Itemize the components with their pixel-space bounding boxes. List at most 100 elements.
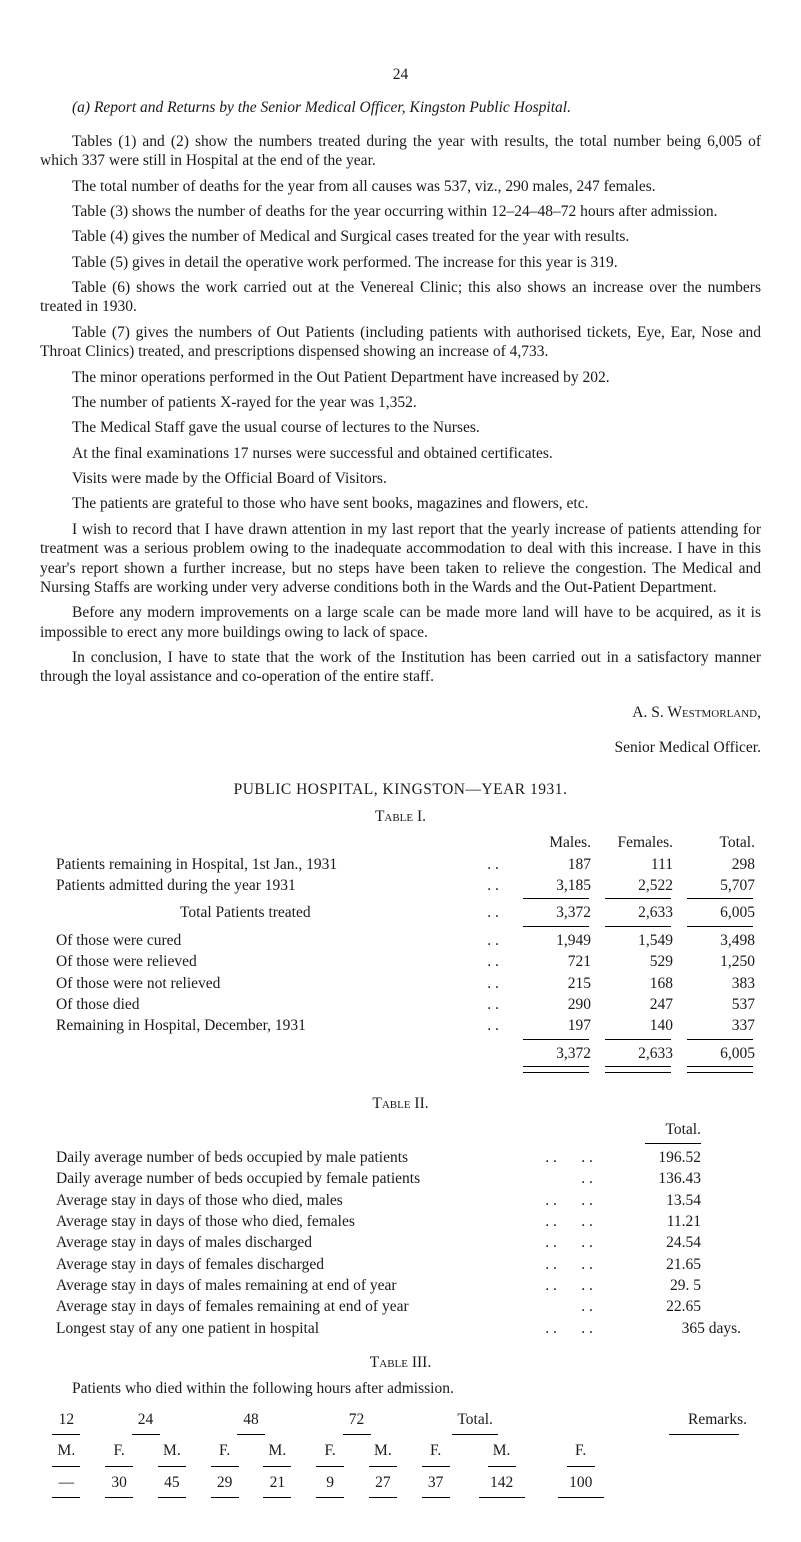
col-header: Total. (605, 1119, 761, 1140)
table-1: Males. Females. Total. Patients remainin… (40, 832, 761, 1076)
table-3: 12 24 48 72 Total. Remarks. M. F. M. F. … (40, 1408, 761, 1502)
row-label: Average stay in days of females discharg… (40, 1254, 533, 1275)
cell: 22.65 (605, 1296, 761, 1317)
cell: 24.54 (605, 1232, 761, 1253)
col-header: Males. (515, 832, 597, 853)
group-header: 72 (304, 1408, 410, 1431)
signature-name: A. S. Westmorland, (632, 704, 761, 721)
cell: 2,633 (597, 902, 679, 923)
row-label: Average stay in days of males remaining … (40, 1275, 533, 1296)
body-paragraph: Visits were made by the Official Board o… (40, 469, 761, 488)
table-row: Of those died. . 290 247 537 (40, 994, 761, 1015)
cell: 1,549 (597, 930, 679, 951)
group-header: 24 (93, 1408, 199, 1431)
cell: 337 (679, 1015, 761, 1036)
subtotal-row: Total Patients treated. . 3,372 2,633 6,… (40, 902, 761, 923)
subheader: M. (462, 1439, 541, 1462)
body-paragraph: Before any modern improvements on a larg… (40, 603, 761, 642)
table-row: Remaining in Hospital, December, 1931. .… (40, 1015, 761, 1036)
table-1-header-row: Males. Females. Total. (40, 832, 761, 853)
body-paragraph: Table (3) shows the number of deaths for… (40, 202, 761, 221)
cell: 29 (198, 1471, 251, 1494)
body-paragraph: The patients are grateful to those who h… (40, 494, 761, 513)
cell: 29. 5 (605, 1275, 761, 1296)
signature-title-block: Senior Medical Officer. (40, 738, 761, 757)
row-label: Of those were not relieved (40, 973, 471, 994)
row-label: Daily average number of beds occupied by… (40, 1168, 533, 1189)
body-paragraph: The minor operations performed in the Ou… (40, 368, 761, 387)
cell: 3,498 (679, 930, 761, 951)
table-row: Average stay in days of females discharg… (40, 1254, 761, 1275)
cell: 100 (541, 1471, 620, 1494)
subheader: F. (409, 1439, 462, 1462)
table-row: Daily average number of beds occupied by… (40, 1168, 761, 1189)
cell: 383 (679, 973, 761, 994)
row-label: Remaining in Hospital, December, 1931 (40, 1015, 471, 1036)
main-heading: PUBLIC HOSPITAL, KINGSTON—YEAR 1931. (40, 780, 761, 799)
body-paragraph: Table (6) shows the work carried out at … (40, 278, 761, 317)
body-paragraph: In conclusion, I have to state that the … (40, 648, 761, 687)
cell: 168 (597, 973, 679, 994)
body-paragraph: The Medical Staff gave the usual course … (40, 418, 761, 437)
cell: 37 (409, 1471, 462, 1494)
data-row: — 30 45 29 21 9 27 37 142 100 (40, 1471, 761, 1494)
cell: 365 days. (605, 1318, 761, 1339)
group-header: 48 (198, 1408, 304, 1431)
table-row: Longest stay of any one patient in hospi… (40, 1318, 761, 1339)
subheader: F. (93, 1439, 146, 1462)
table-3-caption: Table III. (40, 1353, 761, 1372)
cell: 45 (146, 1471, 199, 1494)
table-row: Patients remaining in Hospital, 1st Jan.… (40, 854, 761, 875)
row-label: Patients admitted during the year 1931 (40, 875, 471, 896)
body-paragraph: Tables (1) and (2) show the numbers trea… (40, 132, 761, 171)
row-label: Of those were cured (40, 930, 471, 951)
cell: — (40, 1471, 93, 1494)
body-paragraph: Table (7) gives the numbers of Out Patie… (40, 323, 761, 362)
group-header (541, 1408, 620, 1431)
table-row: Of those were relieved. . 721 529 1,250 (40, 951, 761, 972)
subheader: M. (251, 1439, 304, 1462)
subheader: F. (541, 1439, 620, 1462)
table-2-caption: Table II. (40, 1094, 761, 1113)
group-header: Total. (409, 1408, 541, 1431)
row-label: Average stay in days of those who died, … (40, 1211, 533, 1232)
cell: 290 (515, 994, 597, 1015)
remarks-header: Remarks. (620, 1408, 761, 1431)
subheader: M. (357, 1439, 410, 1462)
table-row: Average stay in days of those who died, … (40, 1211, 761, 1232)
group-header: 12 (40, 1408, 93, 1431)
row-label: Longest stay of any one patient in hospi… (40, 1318, 533, 1339)
cell: 2,522 (597, 875, 679, 896)
table-2-header-row: Total. (40, 1119, 761, 1140)
body-paragraph: Table (5) gives in detail the operative … (40, 253, 761, 272)
table-row: Of those were not relieved. . 215 168 38… (40, 973, 761, 994)
table-row: Daily average number of beds occupied by… (40, 1147, 761, 1168)
cell: 11.21 (605, 1211, 761, 1232)
row-label: Of those died (40, 994, 471, 1015)
cell: 721 (515, 951, 597, 972)
cell: 2,633 (597, 1043, 679, 1064)
cell: 247 (597, 994, 679, 1015)
page-number: 24 (40, 65, 761, 84)
signature-block: A. S. Westmorland, (40, 703, 761, 722)
subheader: F. (304, 1439, 357, 1462)
row-label: Average stay in days of males discharged (40, 1232, 533, 1253)
cell: 6,005 (679, 902, 761, 923)
group-header-row: 12 24 48 72 Total. Remarks. (40, 1408, 761, 1431)
subheader: F. (198, 1439, 251, 1462)
subheader-row: M. F. M. F. M. F. M. F. M. F. (40, 1439, 761, 1462)
cell: 298 (679, 854, 761, 875)
cell: 9 (304, 1471, 357, 1494)
cell: 1,949 (515, 930, 597, 951)
table-row: Average stay in days of females remainin… (40, 1296, 761, 1317)
table-row: Average stay in days of those who died, … (40, 1190, 761, 1211)
cell: 196.52 (605, 1147, 761, 1168)
table-row: Average stay in days of males remaining … (40, 1275, 761, 1296)
cell: 1,250 (679, 951, 761, 972)
cell: 136.43 (605, 1168, 761, 1189)
row-label: Daily average number of beds occupied by… (40, 1147, 533, 1168)
page: 24 (a) Report and Returns by the Senior … (0, 0, 801, 1542)
cell: 6,005 (679, 1043, 761, 1064)
grand-total-row: 3,372 2,633 6,005 (40, 1043, 761, 1064)
cell: 529 (597, 951, 679, 972)
